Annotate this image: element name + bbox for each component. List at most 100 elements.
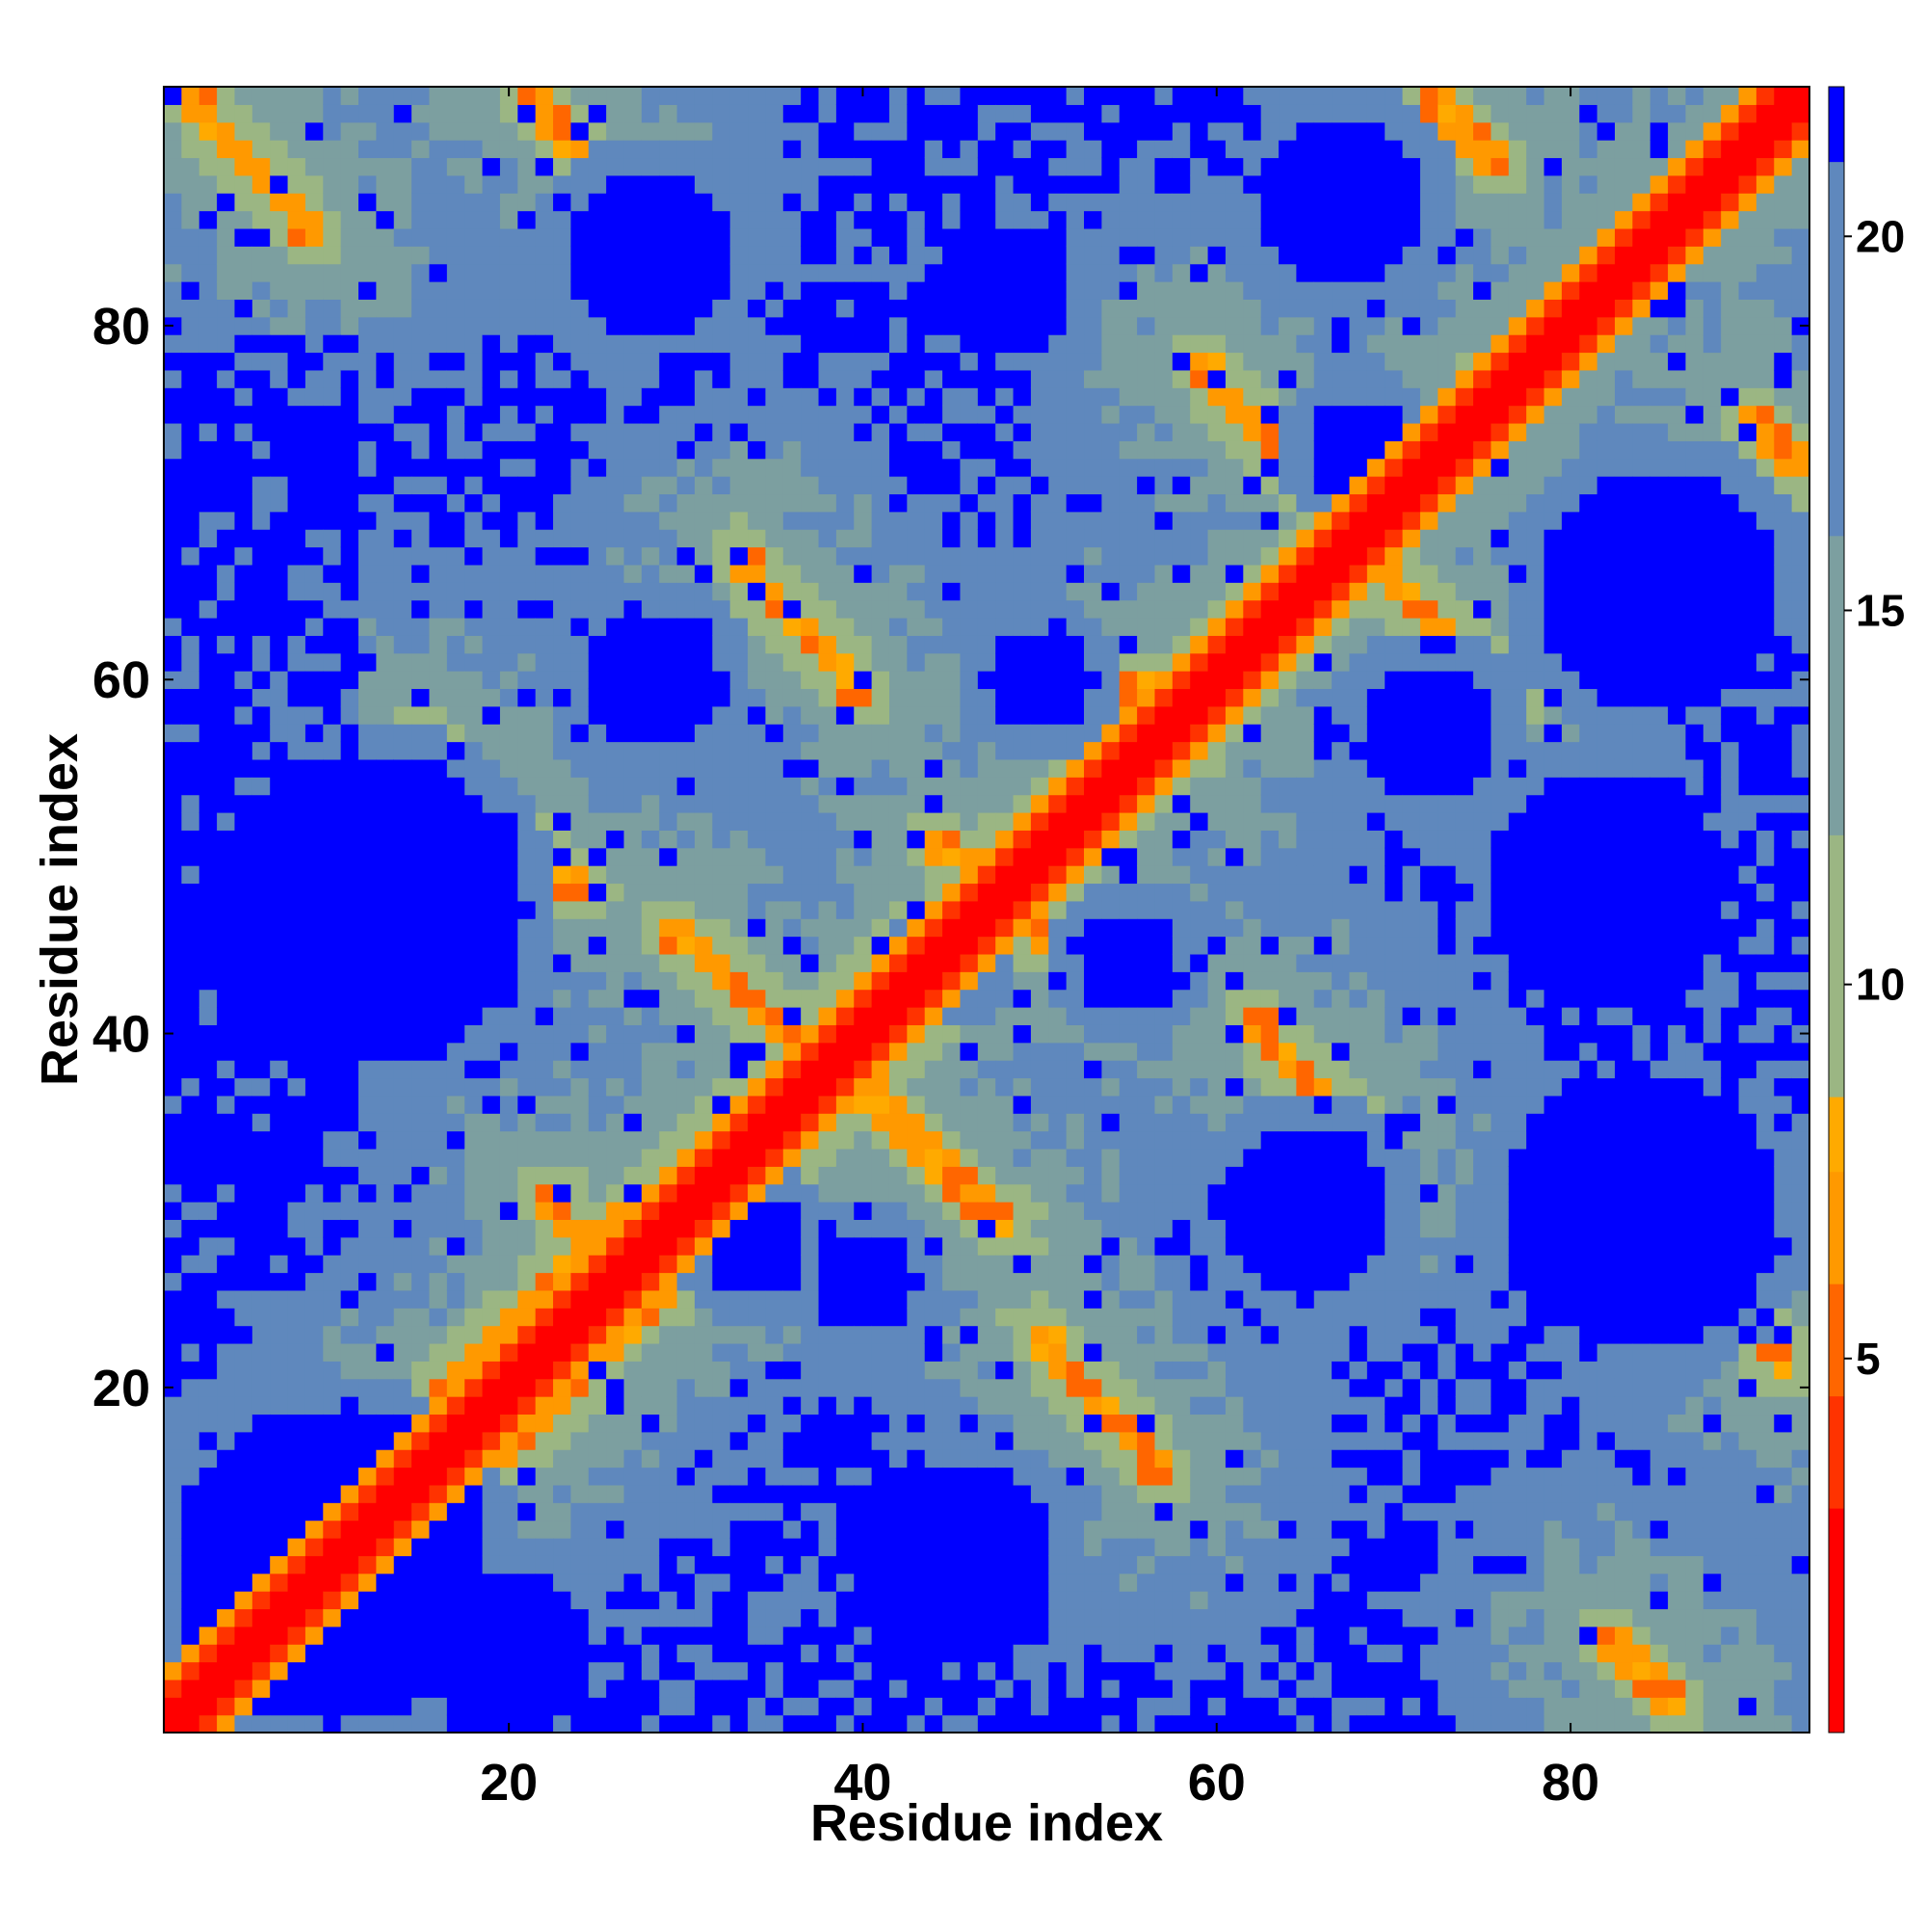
heatmap-cell [748,671,767,690]
heatmap-cell [358,1644,377,1663]
heatmap-cell [429,865,448,885]
heatmap-cell [676,1077,696,1097]
heatmap-cell [251,1714,271,1734]
heatmap-cell [304,1202,324,1220]
heatmap-cell [1084,334,1102,354]
heatmap-cell [995,865,1015,885]
heatmap-cell [1084,1130,1102,1150]
heatmap-cell [942,1148,962,1167]
heatmap-cell [623,1166,643,1185]
heatmap-cell [393,1591,412,1610]
heatmap-cell [942,953,962,972]
heatmap-cell [198,1113,218,1132]
heatmap-cell [588,104,607,123]
heatmap-cell [323,1130,342,1150]
heatmap-cell [323,1166,342,1185]
heatmap-cell [1048,546,1068,566]
heatmap-cell [942,387,962,407]
heatmap-cell [835,1289,855,1309]
heatmap-cell [1030,1573,1049,1592]
heatmap-cell [517,1555,537,1575]
heatmap-cell [729,617,749,636]
heatmap-cell [907,263,926,282]
heatmap-cell [748,688,767,707]
heatmap-cell [888,440,908,460]
heatmap-cell [251,1042,271,1061]
heatmap-cell [729,1378,749,1397]
heatmap-cell [818,193,837,212]
heatmap-cell [1084,918,1102,938]
heatmap-cell [517,1361,537,1380]
heatmap-cell [1066,1591,1085,1610]
heatmap-cell [712,334,731,354]
heatmap-cell [1030,705,1049,725]
heatmap-cell [411,599,431,619]
heatmap-cell [217,1591,236,1610]
heatmap-cell [376,599,395,619]
heatmap-cell [1013,405,1032,424]
heatmap-cell [570,830,590,849]
heatmap-cell [1066,476,1085,495]
heatmap-cell [765,440,784,460]
heatmap-cell [782,936,802,955]
heatmap-cell [765,316,784,335]
heatmap-cell [765,87,784,105]
heatmap-cell [376,617,395,636]
heatmap-cell [712,1130,731,1150]
heatmap-cell [429,1130,448,1150]
heatmap-cell [782,1342,802,1362]
heatmap-cell [835,1255,855,1274]
heatmap-cell [782,777,802,796]
heatmap-cell [960,811,979,831]
heatmap-cell [1101,1202,1121,1220]
heatmap-cell [659,387,678,407]
heatmap-cell [854,989,873,1008]
heatmap-cell [570,1537,590,1556]
heatmap-cell [323,1024,342,1044]
heatmap-cell [659,1431,678,1450]
heatmap-cell [694,440,713,460]
heatmap-cell [659,1537,678,1556]
heatmap-cell [393,104,412,123]
heatmap-cell [446,263,465,282]
heatmap-cell [358,794,377,813]
heatmap-cell [995,1431,1015,1450]
heatmap-cell [304,1255,324,1274]
heatmap-cell [748,1467,767,1486]
heatmap-cell [995,741,1015,760]
heatmap-cell [570,1095,590,1114]
heatmap-cell [960,1148,979,1167]
heatmap-cell [588,246,607,265]
heatmap-cell [588,688,607,707]
heatmap-cell [270,1697,289,1716]
heatmap-cell [553,1113,572,1132]
heatmap-cell [623,193,643,212]
heatmap-cell [676,1042,696,1061]
heatmap-cell [623,227,643,247]
heatmap-cell [623,369,643,388]
heatmap-cell [411,1414,431,1433]
heatmap-cell [304,104,324,123]
heatmap-cell [251,246,271,265]
heatmap-cell [1030,1202,1049,1220]
heatmap-cell [641,140,660,159]
heatmap-cell [924,299,943,318]
heatmap-cell [181,688,200,707]
heatmap-cell [818,1077,837,1097]
heatmap-cell [924,546,943,566]
heatmap-cell [446,989,465,1008]
heatmap-cell [358,830,377,849]
heatmap-cell [429,936,448,955]
heatmap-cell [871,1024,890,1044]
heatmap-cell [1084,104,1102,123]
heatmap-cell [782,1077,802,1097]
heatmap-cell [464,1007,484,1025]
heatmap-cell [942,405,962,424]
heatmap-cell [924,1537,943,1556]
heatmap-cell [429,387,448,407]
heatmap-cell [676,1431,696,1450]
heatmap-cell [358,1007,377,1025]
heatmap-cell [995,635,1015,654]
heatmap-cell [1030,87,1049,105]
heatmap-cell [1013,1378,1032,1397]
